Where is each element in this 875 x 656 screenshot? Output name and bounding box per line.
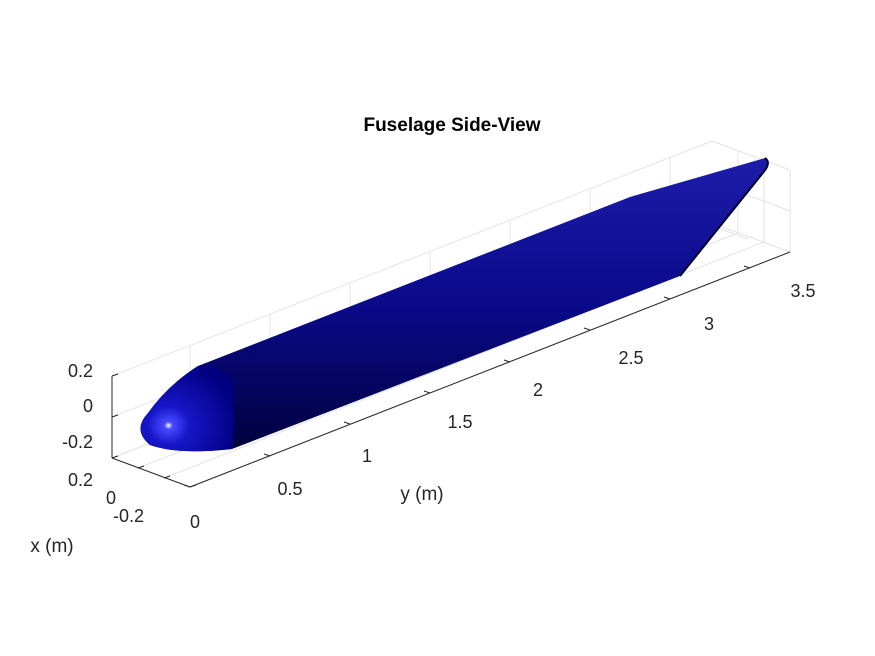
y-tick-labels: 0 0.5 1 1.5 2 2.5 3 3.5 [190, 281, 816, 532]
z-tick-label: 0.2 [68, 361, 93, 381]
y-axis-line [189, 251, 791, 488]
x-tick-labels: 0.2 0 -0.2 [68, 470, 144, 526]
z-tick-label: -0.2 [62, 432, 93, 452]
fuselage-surface [140, 157, 769, 452]
fuselage-tail-edge [679, 157, 769, 277]
fuselage-body [140, 158, 768, 452]
y-tick-mark [583, 327, 591, 331]
y-tick-label: 0 [190, 512, 200, 532]
y-tick-mark [503, 359, 511, 363]
x-axis-label: x (m) [30, 536, 73, 557]
y-tick-label: 2.5 [618, 348, 643, 368]
x-tick-mark [137, 465, 145, 469]
y-tick-label: 3.5 [790, 281, 815, 301]
y-tick-mark [343, 421, 351, 425]
y-tick-mark [263, 453, 271, 457]
y-tick-label: 1 [362, 446, 372, 466]
x-tick-label: -0.2 [113, 506, 144, 526]
fuselage-nose [140, 365, 234, 452]
y-tick-mark [743, 265, 751, 269]
grid-line [111, 140, 713, 377]
z-tick-mark [111, 414, 119, 418]
y-tick-mark [423, 390, 431, 394]
plot-box [111, 140, 791, 488]
x-axis-line [111, 457, 191, 488]
x-tick-label: 0 [106, 488, 116, 508]
y-tick-label: 1.5 [447, 412, 472, 432]
grid-line [711, 140, 791, 171]
y-tick-label: 0.5 [277, 479, 302, 499]
tick-marks [111, 265, 751, 488]
y-tick-label: 2 [533, 380, 543, 400]
z-tick-mark [111, 455, 119, 459]
y-tick-mark [183, 484, 191, 488]
y-tick-label: 3 [704, 314, 714, 334]
z-tick-labels: 0.2 0 -0.2 [62, 361, 93, 452]
y-tick-mark [663, 296, 671, 300]
chart-title: Fuselage Side-View [363, 115, 540, 136]
x-tick-mark [189, 484, 197, 488]
y-axis-label: y (m) [400, 484, 443, 505]
grid-line [711, 222, 791, 253]
z-tick-label: 0 [83, 396, 93, 416]
x-tick-label: 0.2 [68, 470, 93, 490]
x-tick-mark [163, 475, 171, 479]
z-tick-mark [111, 373, 119, 377]
